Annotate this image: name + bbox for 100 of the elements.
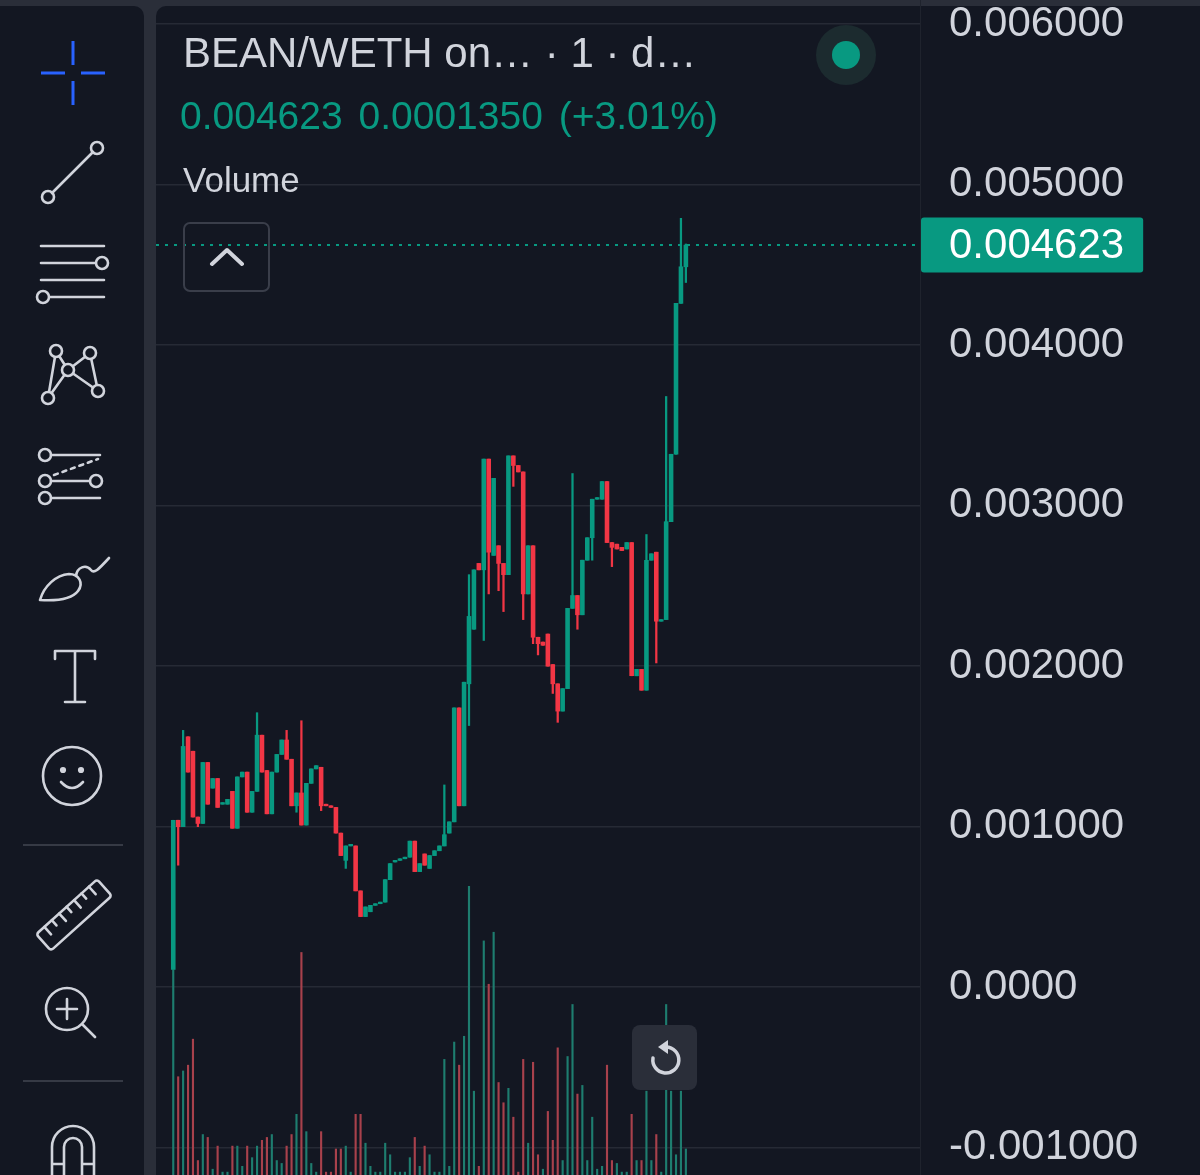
bar [551, 1139, 554, 1175]
bar [655, 1134, 658, 1175]
bar [448, 1166, 451, 1175]
bar [226, 1171, 229, 1175]
bar [413, 1137, 416, 1175]
bar [354, 1113, 357, 1175]
bar [601, 1166, 604, 1175]
bar [280, 1163, 283, 1175]
bar [428, 1154, 431, 1175]
ref-line-label: 0.004623 [949, 219, 1125, 267]
bar [216, 1145, 219, 1175]
bar [389, 1154, 392, 1175]
bar [334, 1148, 337, 1175]
bar [566, 1056, 569, 1175]
bar [640, 1160, 643, 1175]
bar [596, 1168, 599, 1175]
bar [591, 1116, 594, 1175]
bar [541, 1168, 544, 1175]
bar [536, 1154, 540, 1175]
bar [645, 1090, 648, 1175]
bar [172, 969, 175, 1175]
bar [418, 1166, 421, 1175]
bar [472, 1090, 475, 1175]
bar [265, 1137, 268, 1175]
bar [290, 1134, 293, 1175]
bar [576, 1093, 579, 1175]
bar [670, 1090, 673, 1175]
bar [615, 1163, 618, 1175]
bar [630, 1113, 633, 1175]
bar [305, 1131, 308, 1175]
bar [512, 1116, 515, 1175]
bar [300, 952, 303, 1175]
chart-title: Volume [183, 159, 300, 201]
bar [679, 1090, 683, 1175]
bar [310, 1163, 313, 1175]
bar [364, 1142, 367, 1175]
y-tick-label: 0.006000 [949, 0, 1125, 45]
bar [423, 1145, 426, 1175]
bar [463, 1035, 466, 1175]
bar [507, 1087, 510, 1175]
bar [546, 1111, 549, 1175]
bar [369, 1166, 372, 1175]
bar [674, 1154, 678, 1175]
y-tick-label: 0.001000 [949, 800, 1125, 848]
bar [246, 1145, 249, 1175]
bar [191, 1038, 195, 1175]
bar [433, 1171, 436, 1175]
bar [270, 1134, 273, 1175]
text: 0.004623 0.0001350 (+3.01%) [180, 93, 719, 139]
bar [201, 1134, 204, 1175]
bar [467, 886, 471, 1175]
bar [492, 931, 495, 1175]
bar [231, 1145, 234, 1175]
bar [275, 1160, 278, 1175]
bar [650, 1160, 653, 1175]
bar [408, 1157, 411, 1175]
bar [561, 1160, 564, 1175]
candlestick [299, 720, 304, 826]
bar [571, 1004, 574, 1175]
y-tick-label: 0.002000 [949, 639, 1125, 687]
bar [487, 983, 490, 1175]
bar [610, 1160, 614, 1175]
bar [581, 1085, 584, 1175]
bar [684, 1148, 687, 1175]
bar [522, 1059, 525, 1175]
bar [221, 1171, 224, 1175]
text: BEAN/WETH on… · 1 · d… [183, 28, 697, 78]
bar [443, 1059, 446, 1175]
bar [339, 1148, 342, 1175]
bar [251, 1157, 254, 1175]
bar [453, 1041, 456, 1175]
bar [344, 1145, 347, 1175]
bar [285, 1145, 288, 1175]
bar [359, 1113, 362, 1175]
bar [255, 1145, 259, 1175]
bar [502, 1102, 505, 1175]
bar [384, 1142, 387, 1175]
bar [320, 1131, 323, 1175]
bar [182, 1070, 185, 1175]
bar [458, 1064, 461, 1175]
bar [241, 1166, 244, 1175]
bar [236, 1145, 239, 1175]
bar [177, 1076, 180, 1175]
bar [186, 1064, 190, 1175]
y-tick-label: 0.003000 [949, 479, 1125, 527]
y-tick-label: -0.001000 [949, 1121, 1139, 1169]
bar [497, 1082, 500, 1175]
bar [211, 1168, 214, 1175]
bar [586, 1160, 589, 1175]
bar [482, 940, 485, 1175]
y-tick-label: 0.0000 [949, 960, 1078, 1008]
y-tick-label: 0.004000 [949, 318, 1125, 366]
bar [556, 1047, 559, 1175]
bar [605, 1064, 609, 1175]
y-tick-label: 0.005000 [949, 158, 1125, 206]
bar [295, 1113, 298, 1175]
bar [260, 1139, 264, 1175]
bar [477, 1166, 480, 1175]
bar [527, 1142, 530, 1175]
bar [532, 1061, 535, 1175]
